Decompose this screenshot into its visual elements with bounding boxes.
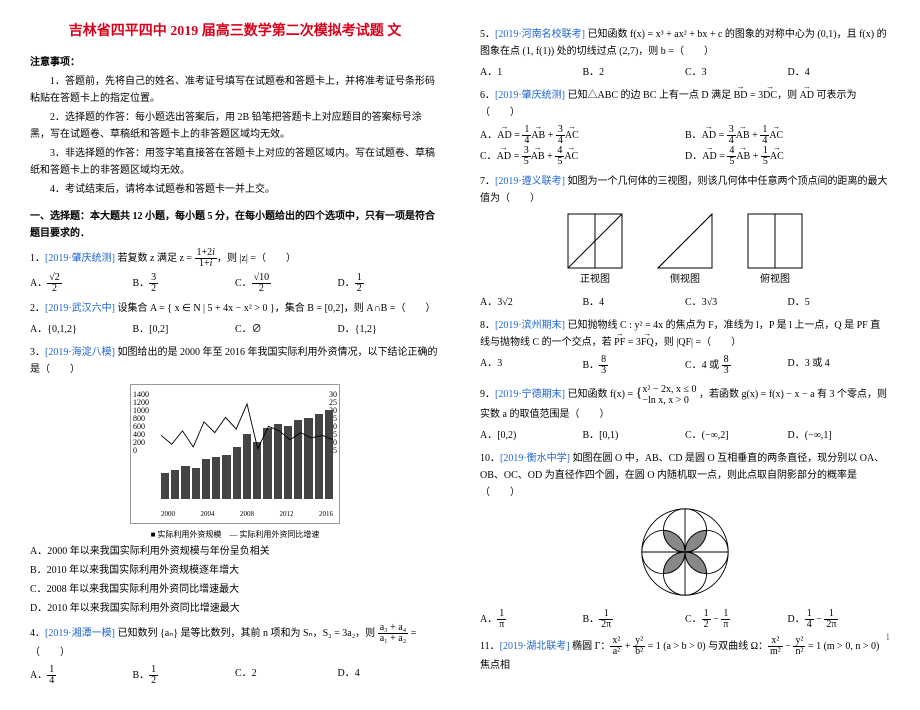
q4-opt-a: A．14 bbox=[30, 665, 133, 686]
q4-tag: [2019·湘潭一模] bbox=[45, 628, 115, 639]
q6-opt-c: C．AD = 35AB + 45AC bbox=[480, 146, 685, 167]
question-5: 5．[2019·河南名校联考] 已知函数 f(x) = x³ + ax² + b… bbox=[480, 26, 890, 60]
notice-1: 1．答题前，先将自己的姓名、准考证号填写在试题卷和答题卡上，并将准考证号条形码粘… bbox=[30, 73, 440, 107]
question-9: 9．[2019·宁德期末] 已知函数 f(x) = {x² − 2x, x ≤ … bbox=[480, 382, 890, 423]
q8-opt-b: B．83 bbox=[583, 355, 686, 376]
question-1: 1．[2019·肇庆统测] 若复数 z 满足 z = 1+2i1+i，则 |z|… bbox=[30, 248, 440, 269]
q2-opt-d: D．{1,2} bbox=[338, 321, 441, 338]
q7-views: 正视图 侧视图 俯视图 bbox=[480, 213, 890, 288]
notice-4: 4．考试结束后，请将本试题卷和答题卡一并上交。 bbox=[30, 181, 440, 198]
q10-figure bbox=[480, 507, 890, 603]
q10-tag: [2019·衡水中学] bbox=[500, 453, 570, 464]
q4-opt-d: D．4 bbox=[338, 665, 441, 686]
q9-opt-a: A．[0,2) bbox=[480, 427, 583, 444]
q10-opt-c: C．12 − 1π bbox=[685, 609, 788, 630]
q6-tag: [2019·肇庆统测] bbox=[495, 90, 565, 101]
side-view: 侧视图 bbox=[657, 213, 713, 288]
q3-opt-d: D．2010 年以来我国实际利用外资同比增速最大 bbox=[30, 600, 440, 617]
q4-opt-b: B．12 bbox=[133, 665, 236, 686]
notice-3: 3．非选择题的作答：用签字笔直接答在答题卡上对应的答题区域内。写在试题卷、草稿纸… bbox=[30, 145, 440, 179]
question-11: 11．[2019·湖北联考] 椭圆 Γ：x²a² + y²b² = 1 (a >… bbox=[480, 636, 890, 674]
q7-tag: [2019·遵义联考] bbox=[495, 176, 565, 187]
q2-opt-c: C．∅ bbox=[235, 321, 338, 338]
q8-opt-d: D．3 或 4 bbox=[788, 355, 891, 376]
q8-opt-c: C．4 或 83 bbox=[685, 355, 788, 376]
q9-opt-b: B．[0,1) bbox=[583, 427, 686, 444]
q10-opt-a: A．1π bbox=[480, 609, 583, 630]
q3-tag: [2019·海淀八模] bbox=[45, 347, 115, 358]
question-8: 8．[2019·滨州期末] 已知抛物线 C : y² = 4x 的焦点为 F，准… bbox=[480, 317, 890, 351]
q3-opt-c: C．2008 年以来我国实际利用外资同比增速最大 bbox=[30, 581, 440, 598]
question-3: 3．[2019·海淀八模] 如图给出的是 2000 年至 2016 年我国实际利… bbox=[30, 344, 440, 378]
q3-opt-a: A．2000 年以来我国实际利用外资规模与年份呈负相关 bbox=[30, 543, 440, 560]
q5-tag: [2019·河南名校联考] bbox=[495, 29, 585, 40]
question-2: 2．[2019·武汉六中] 设集合 A = { x ∈ N | 5 + 4x −… bbox=[30, 300, 440, 317]
notice-2: 2．选择题的作答：每小题选出答案后，用 2B 铅笔把答题卡上对应题目的答案标号涂… bbox=[30, 109, 440, 143]
question-4: 4．[2019·湘潭一模] 已知数列 {aₙ} 是等比数列，其前 n 项和为 S… bbox=[30, 623, 440, 661]
q8-opt-a: A．3 bbox=[480, 355, 583, 376]
question-7: 7．[2019·遵义联考] 如图为一个几何体的三视图，则该几何体中任意两个顶点间… bbox=[480, 173, 890, 207]
q2-tag: [2019·武汉六中] bbox=[45, 303, 115, 314]
q1-opt-c: C．√102 bbox=[235, 273, 338, 294]
chart-legend: ■ 实际利用外资规模 — 实际利用外资同比增速 bbox=[30, 528, 440, 542]
question-6: 6．[2019·肇庆统测] 已知△ABC 的边 BC 上有一点 D 满足 BD … bbox=[480, 87, 890, 121]
q7-opt-b: B．4 bbox=[583, 294, 686, 311]
top-view: 俯视图 bbox=[747, 213, 803, 288]
q1-tag: [2019·肇庆统测] bbox=[45, 253, 115, 264]
q11-tag: [2019·湖北联考] bbox=[500, 641, 570, 652]
q5-opt-c: C．3 bbox=[685, 64, 788, 81]
q7-opt-d: D．5 bbox=[788, 294, 891, 311]
q5-opt-b: B．2 bbox=[583, 64, 686, 81]
page-number: 1 bbox=[886, 630, 891, 645]
q9-tag: [2019·宁德期末] bbox=[495, 389, 565, 400]
q9-opt-d: D．(−∞,1] bbox=[788, 427, 891, 444]
chart-line bbox=[161, 395, 333, 458]
chart-x-axis: 20002004200820122016 bbox=[161, 509, 333, 521]
q10-opt-b: B．12π bbox=[583, 609, 686, 630]
q1-opt-d: D．12 bbox=[338, 273, 441, 294]
q3-opt-b: B．2010 年以来我国实际利用外资规模逐年增大 bbox=[30, 562, 440, 579]
q9-opt-c: C．(−∞,2] bbox=[685, 427, 788, 444]
q5-opt-a: A．1 bbox=[480, 64, 583, 81]
q10-opt-d: D．14 − 12π bbox=[788, 609, 891, 630]
q2-opt-b: B．[0,2] bbox=[133, 321, 236, 338]
q2-opt-a: A．{0,1,2} bbox=[30, 321, 133, 338]
q3-chart: 1400120010008006004002000 302520151050-5… bbox=[130, 384, 340, 524]
front-view: 正视图 bbox=[567, 213, 623, 288]
q1-opt-b: B．32 bbox=[133, 273, 236, 294]
chart-y-left: 1400120010008006004002000 bbox=[133, 391, 149, 455]
notice-header: 注意事项： bbox=[30, 54, 440, 71]
q1-opt-a: A．√22 bbox=[30, 273, 133, 294]
part1-header: 一、选择题：本大题共 12 小题，每小题 5 分，在每小题给出的四个选项中，只有… bbox=[30, 208, 440, 242]
q7-opt-c: C．3√3 bbox=[685, 294, 788, 311]
q5-opt-d: D．4 bbox=[788, 64, 891, 81]
q6-opt-d: D．AD = 45AB + 15AC bbox=[685, 146, 890, 167]
question-10: 10．[2019·衡水中学] 如图在圆 O 中，AB、CD 是圆 O 互相垂直的… bbox=[480, 450, 890, 501]
q7-opt-a: A．3√2 bbox=[480, 294, 583, 311]
q4-opt-c: C．2 bbox=[235, 665, 338, 686]
exam-title: 吉林省四平四中 2019 届高三数学第二次模拟考试题 文 bbox=[30, 20, 440, 44]
q8-tag: [2019·滨州期末] bbox=[495, 320, 565, 331]
